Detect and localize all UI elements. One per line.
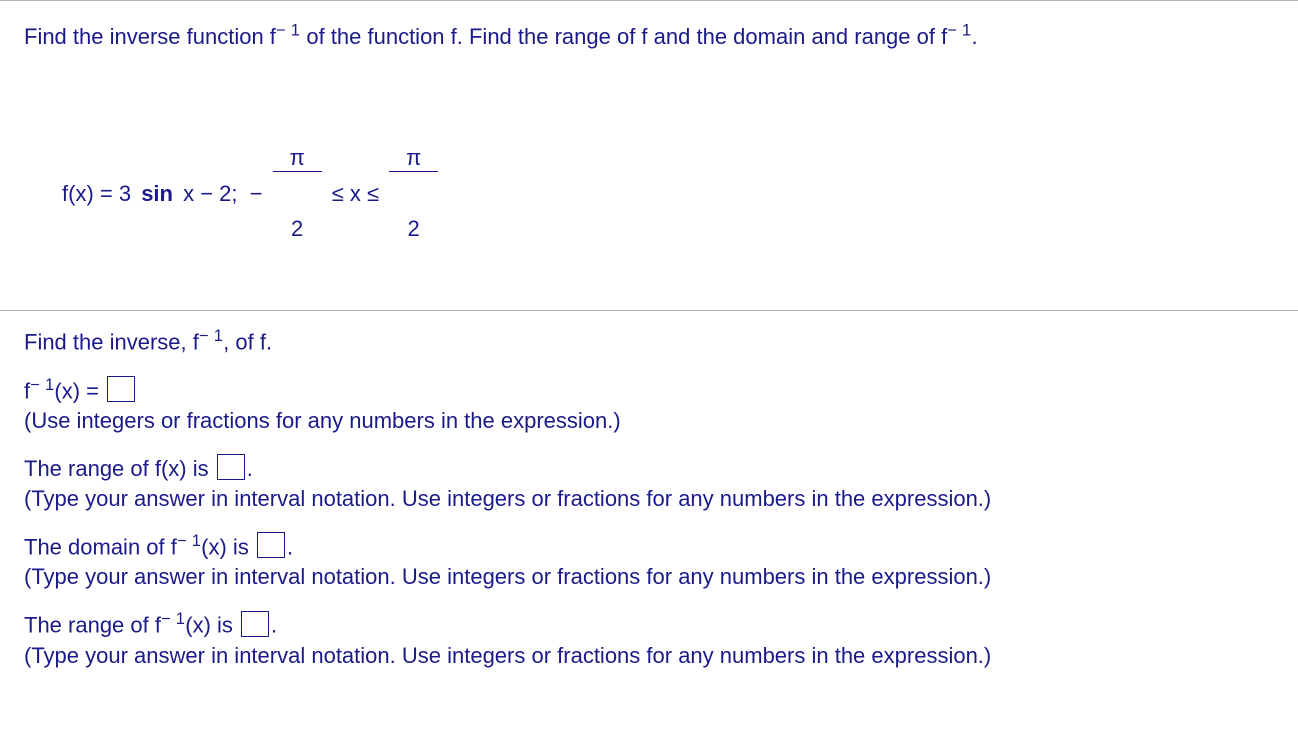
q4-suffix: . bbox=[271, 613, 277, 638]
q3-suffix: . bbox=[287, 534, 293, 559]
find-inverse-suffix: , of f. bbox=[223, 330, 272, 355]
q2-prompt: The range of f(x) is . bbox=[24, 454, 1274, 482]
q2-prefix: The range of f(x) is bbox=[24, 456, 215, 481]
problem-container: Find the inverse function f− 1 of the fu… bbox=[0, 0, 1298, 693]
q3-prefix: The domain of f bbox=[24, 534, 177, 559]
q3-exp: − 1 bbox=[177, 532, 201, 550]
q4-hint: (Type your answer in interval notation. … bbox=[24, 643, 1274, 669]
find-inverse-exp: − 1 bbox=[199, 327, 223, 345]
q4-prefix: The range of f bbox=[24, 613, 161, 638]
q3-answer-input[interactable] bbox=[257, 532, 285, 558]
equation-frac1-den: 2 bbox=[273, 216, 322, 240]
intro-exp2: − 1 bbox=[947, 22, 971, 40]
q2-suffix: . bbox=[247, 456, 253, 481]
equation-frac1: π 2 bbox=[273, 103, 322, 284]
q4-group: The range of f− 1(x) is . (Type your ans… bbox=[24, 610, 1274, 668]
q4-answer-input[interactable] bbox=[241, 611, 269, 637]
q1-group: f− 1(x) = (Use integers or fractions for… bbox=[24, 376, 1274, 434]
equation-after-trig: x − 2; − bbox=[177, 181, 269, 207]
find-inverse-group: Find the inverse, f− 1, of f. bbox=[24, 327, 1274, 355]
equation-frac1-num: π bbox=[273, 147, 322, 172]
q2-answer-input[interactable] bbox=[217, 454, 245, 480]
intro-exp1: − 1 bbox=[276, 22, 300, 40]
q4-mid: (x) is bbox=[185, 613, 239, 638]
q1-prompt: f− 1(x) = bbox=[24, 376, 1274, 404]
equation-trig: sin bbox=[141, 181, 173, 207]
intro-section: Find the inverse function f− 1 of the fu… bbox=[0, 1, 1298, 75]
equation-lhs: f(x) = 3 bbox=[62, 181, 137, 207]
equation-frac2-den: 2 bbox=[389, 216, 438, 240]
intro-mid: of the function f. Find the range of f a… bbox=[300, 24, 947, 49]
intro-suffix: . bbox=[972, 24, 978, 49]
intro-text: Find the inverse function f− 1 of the fu… bbox=[24, 24, 978, 49]
equation-frac2: π 2 bbox=[389, 103, 438, 284]
q1-after: (x) = bbox=[54, 378, 105, 403]
q3-prompt: The domain of f− 1(x) is . bbox=[24, 532, 1274, 560]
q2-group: The range of f(x) is . (Type your answer… bbox=[24, 454, 1274, 512]
find-inverse-line: Find the inverse, f− 1, of f. bbox=[24, 327, 1274, 355]
equation-line: f(x) = 3 sin x − 2; − π 2 ≤ x ≤ π 2 bbox=[60, 103, 440, 284]
equation-frac2-num: π bbox=[389, 147, 438, 172]
q3-group: The domain of f− 1(x) is . (Type your an… bbox=[24, 532, 1274, 590]
q1-hint: (Use integers or fractions for any numbe… bbox=[24, 408, 1274, 434]
q2-hint: (Type your answer in interval notation. … bbox=[24, 486, 1274, 512]
answers-section: Find the inverse, f− 1, of f. f− 1(x) = … bbox=[0, 311, 1298, 692]
q1-answer-input[interactable] bbox=[107, 376, 135, 402]
q3-mid: (x) is bbox=[201, 534, 255, 559]
find-inverse-prefix: Find the inverse, f bbox=[24, 330, 199, 355]
q1-exp: − 1 bbox=[30, 376, 54, 394]
q4-prompt: The range of f− 1(x) is . bbox=[24, 610, 1274, 638]
q3-hint: (Type your answer in interval notation. … bbox=[24, 564, 1274, 590]
q4-exp: − 1 bbox=[161, 610, 185, 628]
equation-mid: ≤ x ≤ bbox=[326, 181, 386, 207]
equation-section: f(x) = 3 sin x − 2; − π 2 ≤ x ≤ π 2 bbox=[0, 75, 1298, 310]
intro-prefix: Find the inverse function f bbox=[24, 24, 276, 49]
